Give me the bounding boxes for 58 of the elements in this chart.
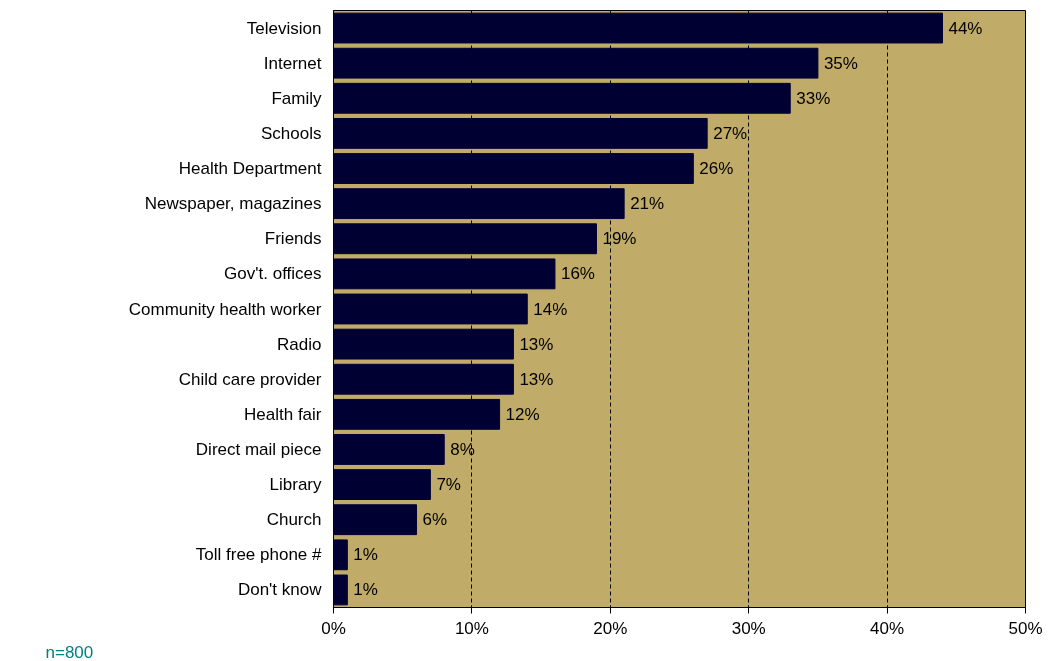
x-tick-label: 20% xyxy=(593,618,628,638)
data-label: 33% xyxy=(796,88,831,108)
bar xyxy=(333,504,418,536)
data-label: 44% xyxy=(948,18,983,38)
y-tick-label: Television xyxy=(246,18,322,38)
y-tick-label: Radio xyxy=(277,334,322,354)
x-tick-label: 10% xyxy=(454,618,489,638)
data-label: 19% xyxy=(602,229,637,249)
y-tick-label: Gov't. offices xyxy=(224,264,322,284)
bar xyxy=(333,398,501,430)
y-tick-label: Don't know xyxy=(237,580,323,600)
bar xyxy=(333,574,348,606)
bar xyxy=(333,539,348,571)
data-label: 13% xyxy=(519,334,554,354)
bar xyxy=(333,258,556,290)
text: n=800 xyxy=(45,642,94,661)
x-tick-label: 40% xyxy=(870,618,905,638)
data-label: 21% xyxy=(630,194,665,214)
bar xyxy=(333,469,431,501)
data-label: 35% xyxy=(823,53,858,73)
bar xyxy=(333,82,791,114)
data-label: 8% xyxy=(450,439,475,459)
y-tick-label: Library xyxy=(269,475,322,495)
data-label: 16% xyxy=(560,264,595,284)
data-label: 13% xyxy=(519,369,554,389)
data-label: 7% xyxy=(436,475,461,495)
bar xyxy=(333,153,694,184)
bar xyxy=(333,363,514,395)
y-tick-label: Health fair xyxy=(244,404,322,424)
data-label: 14% xyxy=(533,299,568,319)
y-tick-label: Community health worker xyxy=(128,299,322,319)
bar xyxy=(333,117,708,149)
bar xyxy=(333,47,819,79)
y-tick-label: Health Department xyxy=(178,159,322,179)
data-label: 1% xyxy=(353,580,378,600)
data-label: 26% xyxy=(699,159,734,179)
y-tick-label: Newspaper, magazines xyxy=(144,194,322,214)
bar xyxy=(333,434,445,465)
data-label: 27% xyxy=(713,123,748,143)
y-tick-label: Church xyxy=(266,510,322,530)
y-tick-label: Schools xyxy=(261,123,322,143)
x-tick-label: 50% xyxy=(1008,618,1043,638)
y-tick-label: Direct mail piece xyxy=(195,439,322,459)
x-tick-label: 30% xyxy=(731,618,766,638)
bar xyxy=(333,328,514,360)
y-tick-label: Friends xyxy=(264,229,322,249)
x-tick-label: 0% xyxy=(321,618,346,638)
y-tick-label: Toll free phone # xyxy=(195,545,323,565)
bar xyxy=(333,223,597,255)
bar xyxy=(333,293,528,325)
y-tick-label: Family xyxy=(271,88,322,108)
data-label: 6% xyxy=(422,510,448,530)
bar xyxy=(333,188,625,220)
y-tick-label: Child care provider xyxy=(178,369,322,389)
bar xyxy=(333,12,943,44)
y-tick-label: Internet xyxy=(263,53,322,73)
data-label: 12% xyxy=(505,404,540,424)
data-label: 1% xyxy=(353,545,378,565)
